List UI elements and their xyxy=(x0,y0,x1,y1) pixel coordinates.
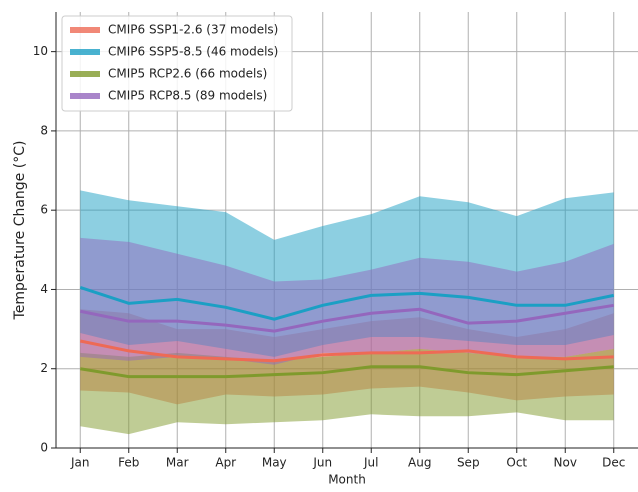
y-tick-label: 10 xyxy=(33,44,48,58)
line xyxy=(79,286,615,321)
x-tick-label: Apr xyxy=(215,456,236,470)
x-tick-label: Feb xyxy=(118,456,139,470)
x-tick-label: Aug xyxy=(408,456,431,470)
x-tick-label: May xyxy=(262,456,287,470)
x-tick-label: Jun xyxy=(312,456,332,470)
x-tick-label: Jul xyxy=(363,456,378,470)
line xyxy=(79,339,614,363)
x-tick-label: Oct xyxy=(506,456,527,470)
band xyxy=(80,348,614,435)
x-tick-label: Sep xyxy=(457,456,480,470)
x-tick-label: Dec xyxy=(602,456,625,470)
y-tick-label: 4 xyxy=(40,282,48,296)
y-tick-label: 2 xyxy=(40,361,48,375)
legend-label: CMIP6 SSP5-8.5 (46 models) xyxy=(108,45,278,59)
y-tick-label: 0 xyxy=(40,441,48,455)
x-tick-label: Mar xyxy=(166,456,189,470)
x-axis-label: Month xyxy=(328,473,366,487)
line xyxy=(79,303,614,333)
legend-label: CMIP5 RCP8.5 (89 models) xyxy=(108,89,267,103)
legend-label: CMIP5 RCP2.6 (66 models) xyxy=(108,67,267,81)
x-tick-label: Nov xyxy=(554,456,577,470)
legend-box xyxy=(61,15,293,112)
line xyxy=(80,365,614,379)
y-tick-label: 8 xyxy=(40,123,48,137)
legend-label: CMIP6 SSP1-2.6 (37 models) xyxy=(108,23,278,37)
x-tick-label: Jan xyxy=(70,456,90,470)
y-tick-label: 6 xyxy=(40,203,48,217)
y-axis-label: Temperature Change (°C) xyxy=(12,141,28,321)
